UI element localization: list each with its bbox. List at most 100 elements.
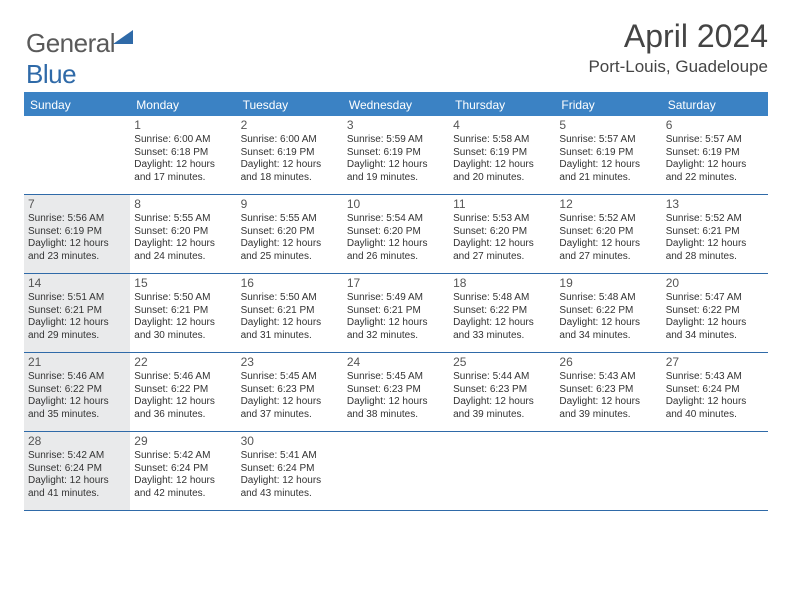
day-info: Sunrise: 5:42 AMSunset: 6:24 PMDaylight:… <box>134 450 232 500</box>
day-cell: 9Sunrise: 5:55 AMSunset: 6:20 PMDaylight… <box>237 195 343 273</box>
day-cell: 17Sunrise: 5:49 AMSunset: 6:21 PMDayligh… <box>343 274 449 352</box>
day-number: 21 <box>28 355 126 370</box>
day-info: Sunrise: 5:45 AMSunset: 6:23 PMDaylight:… <box>241 371 339 421</box>
day-cell: 5Sunrise: 5:57 AMSunset: 6:19 PMDaylight… <box>555 116 661 194</box>
week-row: 14Sunrise: 5:51 AMSunset: 6:21 PMDayligh… <box>24 274 768 353</box>
day-info: Sunrise: 6:00 AMSunset: 6:18 PMDaylight:… <box>134 134 232 184</box>
day-info: Sunrise: 5:42 AMSunset: 6:24 PMDaylight:… <box>28 450 126 500</box>
day-cell: 27Sunrise: 5:43 AMSunset: 6:24 PMDayligh… <box>662 353 768 431</box>
day-cell: 21Sunrise: 5:46 AMSunset: 6:22 PMDayligh… <box>24 353 130 431</box>
day-cell <box>662 432 768 510</box>
day-cell: 2Sunrise: 6:00 AMSunset: 6:19 PMDaylight… <box>237 116 343 194</box>
title-block: April 2024 Port-Louis, Guadeloupe <box>588 18 768 77</box>
day-cell: 4Sunrise: 5:58 AMSunset: 6:19 PMDaylight… <box>449 116 555 194</box>
day-info: Sunrise: 5:57 AMSunset: 6:19 PMDaylight:… <box>666 134 764 184</box>
day-number: 16 <box>241 276 339 291</box>
day-info: Sunrise: 5:56 AMSunset: 6:19 PMDaylight:… <box>28 213 126 263</box>
day-number: 30 <box>241 434 339 449</box>
day-number: 6 <box>666 118 764 133</box>
day-cell: 11Sunrise: 5:53 AMSunset: 6:20 PMDayligh… <box>449 195 555 273</box>
day-cell: 15Sunrise: 5:50 AMSunset: 6:21 PMDayligh… <box>130 274 236 352</box>
day-info: Sunrise: 5:43 AMSunset: 6:23 PMDaylight:… <box>559 371 657 421</box>
day-cell: 13Sunrise: 5:52 AMSunset: 6:21 PMDayligh… <box>662 195 768 273</box>
day-cell <box>449 432 555 510</box>
day-info: Sunrise: 5:45 AMSunset: 6:23 PMDaylight:… <box>347 371 445 421</box>
dayname-tuesday: Tuesday <box>237 94 343 116</box>
day-cell: 25Sunrise: 5:44 AMSunset: 6:23 PMDayligh… <box>449 353 555 431</box>
day-number: 29 <box>134 434 232 449</box>
day-cell: 28Sunrise: 5:42 AMSunset: 6:24 PMDayligh… <box>24 432 130 510</box>
weeks-container: 1Sunrise: 6:00 AMSunset: 6:18 PMDaylight… <box>24 116 768 511</box>
day-info: Sunrise: 5:53 AMSunset: 6:20 PMDaylight:… <box>453 213 551 263</box>
day-cell: 1Sunrise: 6:00 AMSunset: 6:18 PMDaylight… <box>130 116 236 194</box>
day-cell: 14Sunrise: 5:51 AMSunset: 6:21 PMDayligh… <box>24 274 130 352</box>
day-cell: 6Sunrise: 5:57 AMSunset: 6:19 PMDaylight… <box>662 116 768 194</box>
logo-triangle-icon <box>113 22 135 53</box>
day-cell: 3Sunrise: 5:59 AMSunset: 6:19 PMDaylight… <box>343 116 449 194</box>
day-number: 14 <box>28 276 126 291</box>
day-info: Sunrise: 5:50 AMSunset: 6:21 PMDaylight:… <box>134 292 232 342</box>
day-number: 19 <box>559 276 657 291</box>
day-number: 10 <box>347 197 445 212</box>
day-info: Sunrise: 5:58 AMSunset: 6:19 PMDaylight:… <box>453 134 551 184</box>
day-info: Sunrise: 5:46 AMSunset: 6:22 PMDaylight:… <box>134 371 232 421</box>
day-info: Sunrise: 5:50 AMSunset: 6:21 PMDaylight:… <box>241 292 339 342</box>
day-cell: 29Sunrise: 5:42 AMSunset: 6:24 PMDayligh… <box>130 432 236 510</box>
day-info: Sunrise: 5:55 AMSunset: 6:20 PMDaylight:… <box>241 213 339 263</box>
day-cell: 23Sunrise: 5:45 AMSunset: 6:23 PMDayligh… <box>237 353 343 431</box>
day-number: 13 <box>666 197 764 212</box>
day-info: Sunrise: 5:51 AMSunset: 6:21 PMDaylight:… <box>28 292 126 342</box>
week-row: 7Sunrise: 5:56 AMSunset: 6:19 PMDaylight… <box>24 195 768 274</box>
day-number: 12 <box>559 197 657 212</box>
day-cell: 20Sunrise: 5:47 AMSunset: 6:22 PMDayligh… <box>662 274 768 352</box>
page-title: April 2024 <box>588 18 768 55</box>
dayname-saturday: Saturday <box>662 94 768 116</box>
day-number: 23 <box>241 355 339 370</box>
day-cell <box>555 432 661 510</box>
day-number: 3 <box>347 118 445 133</box>
dayname-row: SundayMondayTuesdayWednesdayThursdayFrid… <box>24 94 768 116</box>
day-info: Sunrise: 5:48 AMSunset: 6:22 PMDaylight:… <box>453 292 551 342</box>
day-info: Sunrise: 5:46 AMSunset: 6:22 PMDaylight:… <box>28 371 126 421</box>
calendar: SundayMondayTuesdayWednesdayThursdayFrid… <box>24 92 768 511</box>
day-info: Sunrise: 5:52 AMSunset: 6:21 PMDaylight:… <box>666 213 764 263</box>
day-number: 25 <box>453 355 551 370</box>
day-number: 28 <box>28 434 126 449</box>
day-cell: 19Sunrise: 5:48 AMSunset: 6:22 PMDayligh… <box>555 274 661 352</box>
day-number: 20 <box>666 276 764 291</box>
header: General Blue April 2024 Port-Louis, Guad… <box>24 18 768 88</box>
day-number: 2 <box>241 118 339 133</box>
dayname-sunday: Sunday <box>24 94 130 116</box>
day-info: Sunrise: 5:57 AMSunset: 6:19 PMDaylight:… <box>559 134 657 184</box>
dayname-wednesday: Wednesday <box>343 94 449 116</box>
day-number: 8 <box>134 197 232 212</box>
day-number: 15 <box>134 276 232 291</box>
day-cell: 26Sunrise: 5:43 AMSunset: 6:23 PMDayligh… <box>555 353 661 431</box>
day-info: Sunrise: 5:54 AMSunset: 6:20 PMDaylight:… <box>347 213 445 263</box>
brand-logo: General Blue <box>26 22 135 90</box>
dayname-friday: Friday <box>555 94 661 116</box>
brand-word1: General <box>26 28 115 58</box>
day-number: 1 <box>134 118 232 133</box>
dayname-monday: Monday <box>130 94 236 116</box>
day-number: 18 <box>453 276 551 291</box>
day-number: 22 <box>134 355 232 370</box>
day-info: Sunrise: 5:43 AMSunset: 6:24 PMDaylight:… <box>666 371 764 421</box>
day-number: 7 <box>28 197 126 212</box>
day-number: 11 <box>453 197 551 212</box>
day-info: Sunrise: 5:59 AMSunset: 6:19 PMDaylight:… <box>347 134 445 184</box>
week-row: 1Sunrise: 6:00 AMSunset: 6:18 PMDaylight… <box>24 116 768 195</box>
brand-text: General Blue <box>26 28 135 89</box>
location-label: Port-Louis, Guadeloupe <box>588 57 768 77</box>
day-cell: 8Sunrise: 5:55 AMSunset: 6:20 PMDaylight… <box>130 195 236 273</box>
day-info: Sunrise: 5:44 AMSunset: 6:23 PMDaylight:… <box>453 371 551 421</box>
day-cell: 10Sunrise: 5:54 AMSunset: 6:20 PMDayligh… <box>343 195 449 273</box>
day-number: 5 <box>559 118 657 133</box>
day-number: 26 <box>559 355 657 370</box>
day-number: 9 <box>241 197 339 212</box>
day-cell: 22Sunrise: 5:46 AMSunset: 6:22 PMDayligh… <box>130 353 236 431</box>
day-info: Sunrise: 5:41 AMSunset: 6:24 PMDaylight:… <box>241 450 339 500</box>
dayname-thursday: Thursday <box>449 94 555 116</box>
day-info: Sunrise: 5:55 AMSunset: 6:20 PMDaylight:… <box>134 213 232 263</box>
day-info: Sunrise: 5:52 AMSunset: 6:20 PMDaylight:… <box>559 213 657 263</box>
